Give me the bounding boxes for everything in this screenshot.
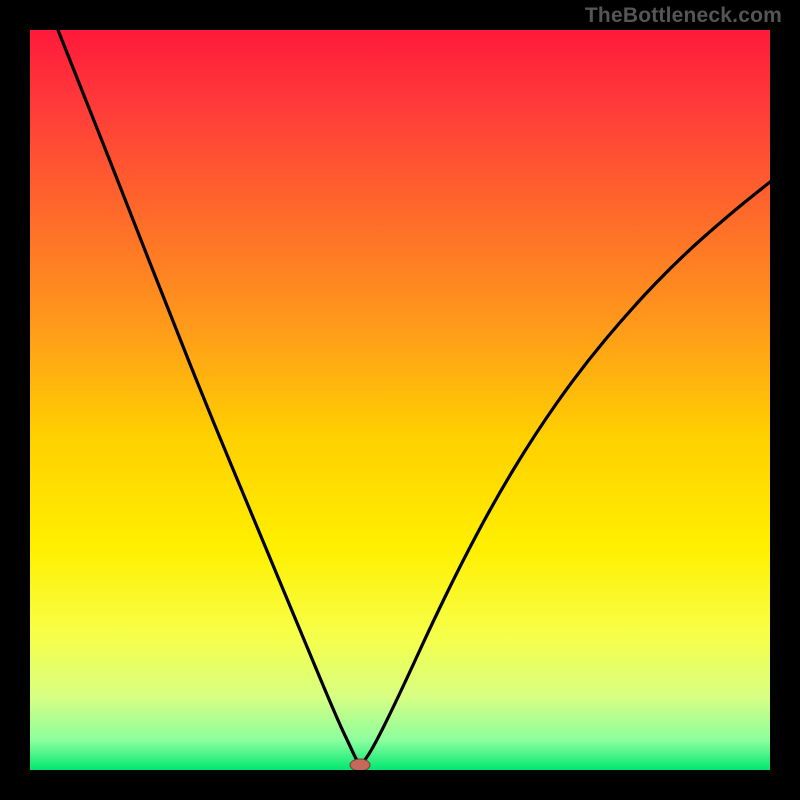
gradient-background xyxy=(30,30,770,770)
chart-outer-frame: TheBottleneck.com xyxy=(0,0,800,800)
minimum-marker xyxy=(350,759,370,770)
watermark-text: TheBottleneck.com xyxy=(585,4,782,28)
plot-svg xyxy=(30,30,770,770)
plot-area xyxy=(30,30,770,770)
